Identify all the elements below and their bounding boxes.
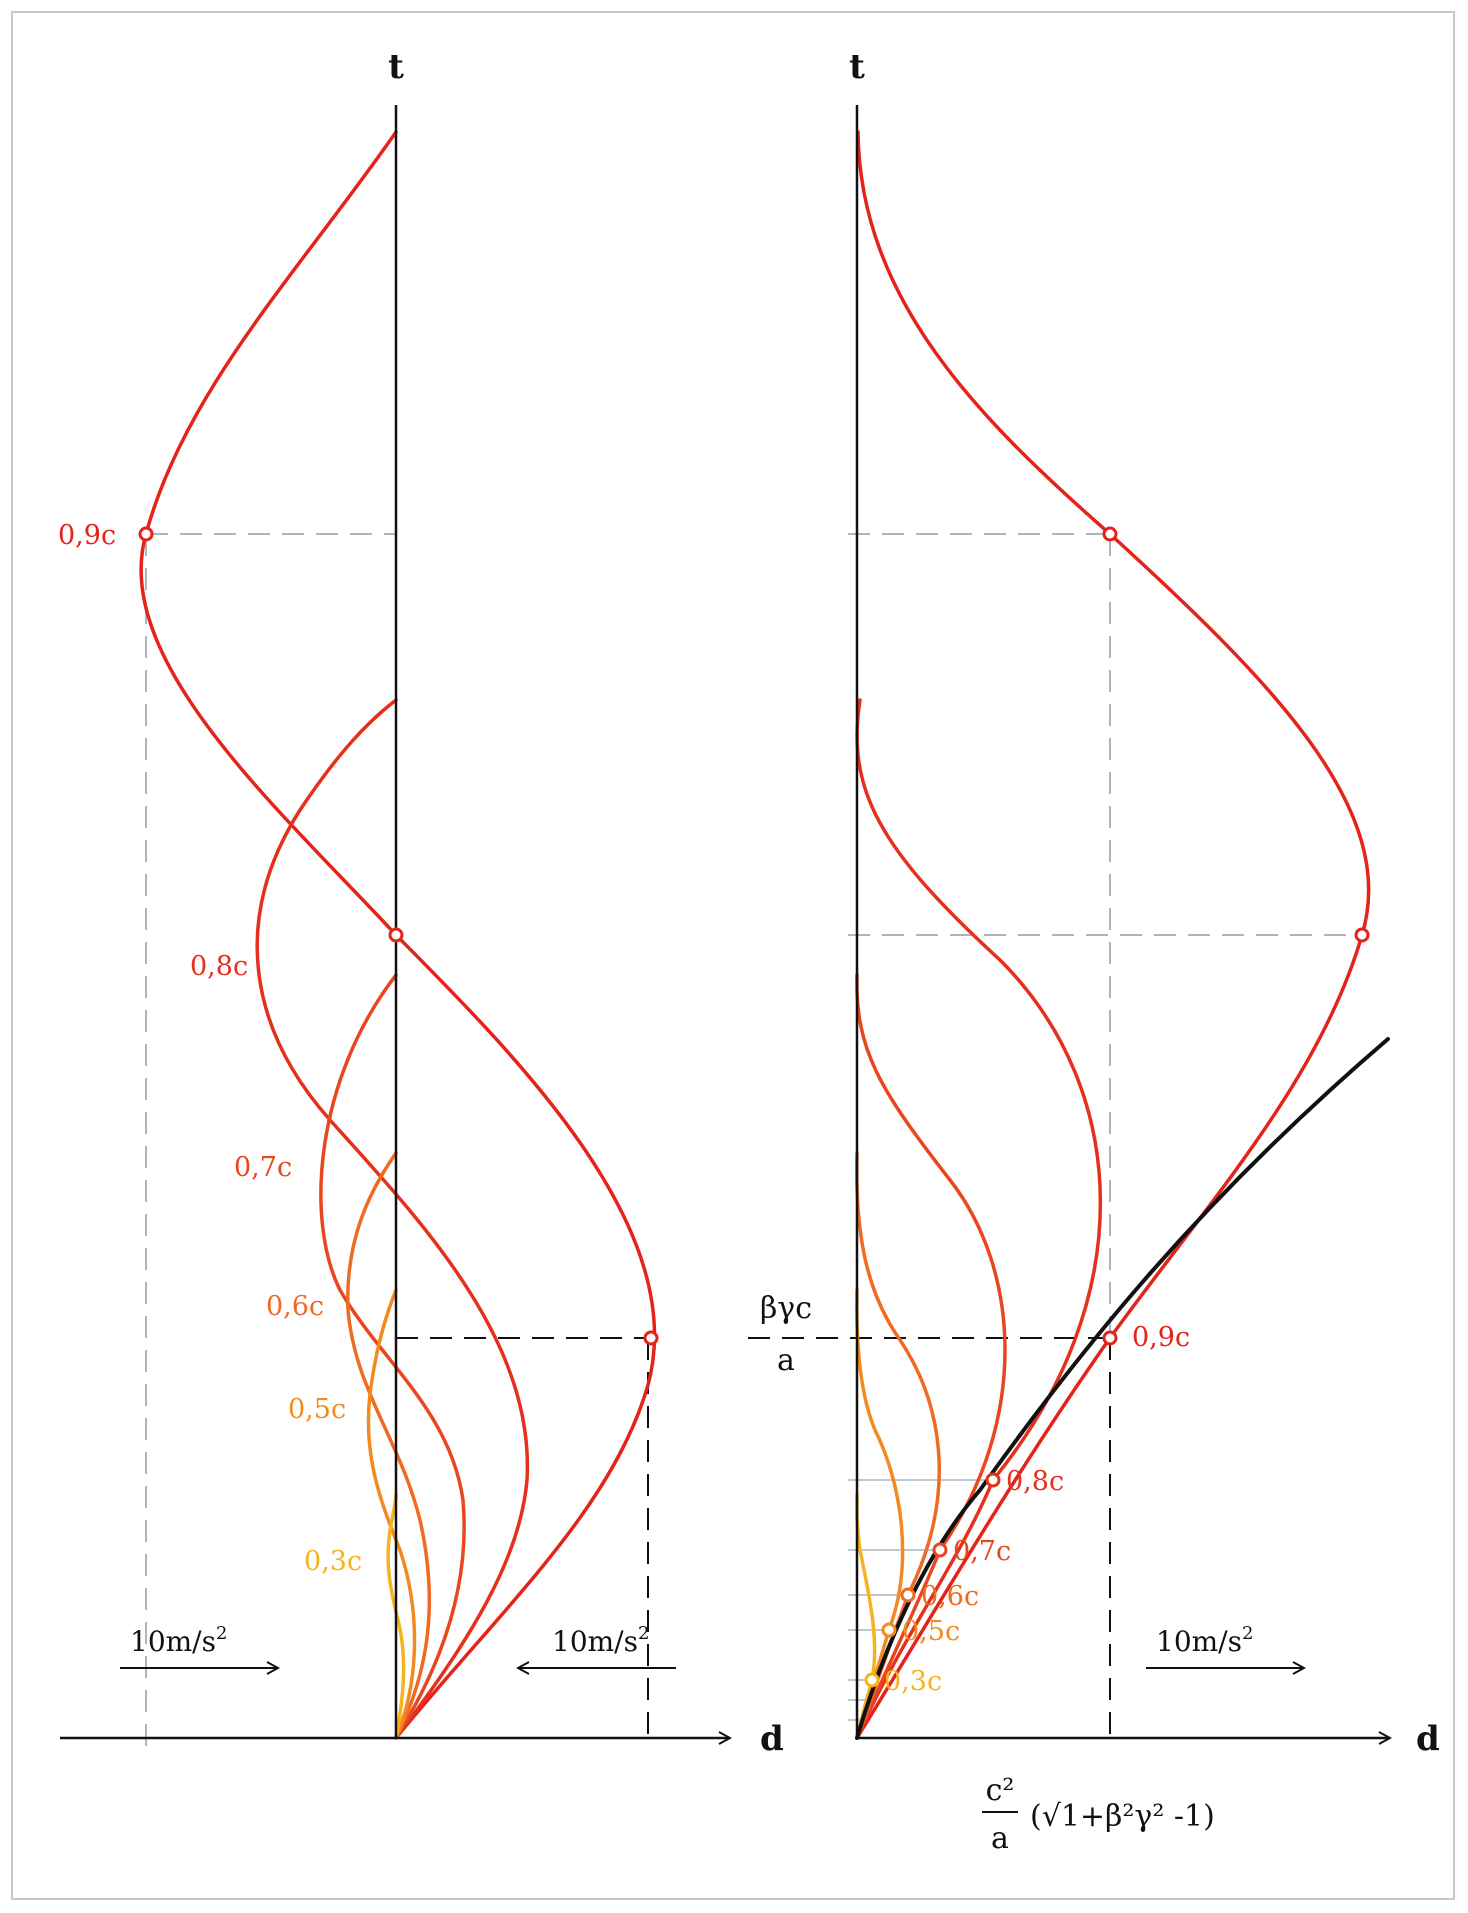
- left-accel-arrow: 10m/s2: [120, 1623, 278, 1668]
- rlabel-07c: 0,7c: [953, 1536, 1011, 1567]
- accel-right-label: 10m/s2: [552, 1623, 649, 1658]
- rmarker-07c: [932, 1542, 948, 1558]
- label-09c: 0,9c: [58, 520, 116, 551]
- rlabel-06c: 0,6c: [921, 1581, 979, 1612]
- right-gray-guides: [848, 533, 1362, 1338]
- rmarker-09c-top: [1102, 526, 1118, 542]
- rlabel-03c: 0,3c: [884, 1666, 942, 1697]
- rmarker-03c: [864, 1672, 880, 1688]
- worldline-06c: [346, 1151, 432, 1740]
- label-08c: 0,8c: [190, 951, 248, 982]
- t-marker-formula: βγc a: [760, 1291, 812, 1378]
- label-03c: 0,3c: [304, 1546, 362, 1577]
- t-formula-numerator: βγc: [760, 1291, 812, 1326]
- rlabel-09c: 0,9c: [1132, 1322, 1190, 1353]
- d-formula-numerator: c²: [986, 1773, 1015, 1808]
- marker-max-distance: [643, 1330, 659, 1346]
- rworldline-07c: [855, 973, 1007, 1740]
- accel-left-label: 10m/s2: [130, 1623, 227, 1658]
- worldline-03c: [386, 1493, 406, 1740]
- t-formula-denominator: a: [777, 1343, 795, 1378]
- right-black-guides: [748, 1337, 1111, 1745]
- left-markers: [138, 526, 659, 1346]
- right-d-label: d: [1416, 1719, 1440, 1759]
- left-t-label: t: [388, 47, 404, 87]
- rlabel-05c: 0,5c: [902, 1616, 960, 1647]
- right-panel: t d 0,9c 0,8c 0,7c 0,6c 0,5c 0,3c βγc a …: [748, 47, 1440, 1856]
- left-guides: [145, 533, 396, 1748]
- marker-crossing: [388, 927, 404, 943]
- d-formula-expression: (√1+β²γ² -1): [1030, 1799, 1215, 1834]
- worldline-07c: [319, 973, 466, 1740]
- hyperbola-envelope: [855, 1037, 1390, 1740]
- rworldline-08c: [855, 698, 1103, 1740]
- left-black-guides: [396, 1337, 651, 1745]
- left-panel: t d 0,9c 0,8c 0,7c 0,6c 0,5c 0,3c 10m/s2…: [58, 47, 784, 1759]
- rmarker-09c: [1102, 1330, 1118, 1346]
- d-marker-formula: c² a (√1+β²γ² -1): [982, 1773, 1215, 1856]
- label-05c: 0,5c: [288, 1394, 346, 1425]
- rworldline-05c: [855, 1288, 905, 1740]
- right-panel-accel: 10m/s2: [1146, 1623, 1304, 1668]
- label-06c: 0,6c: [266, 1291, 324, 1322]
- right-markers: [864, 526, 1370, 1688]
- rworldline-06c: [855, 1151, 941, 1740]
- label-07c: 0,7c: [234, 1152, 292, 1183]
- worldline-08c: [255, 698, 530, 1740]
- right-accel-arrow: 10m/s2: [518, 1623, 676, 1668]
- rlabel-08c: 0,8c: [1006, 1466, 1064, 1497]
- rmarker-08c: [985, 1472, 1001, 1488]
- rmarker-05c: [881, 1622, 897, 1638]
- d-formula-denominator: a: [991, 1821, 1009, 1856]
- right-t-label: t: [849, 47, 865, 87]
- left-d-label: d: [760, 1719, 784, 1759]
- raccel-label: 10m/s2: [1156, 1623, 1253, 1658]
- marker-09c-turn: [138, 526, 154, 542]
- worldline-05c: [366, 1288, 417, 1740]
- rmarker-06c: [900, 1587, 916, 1603]
- rmarker-max: [1354, 927, 1370, 943]
